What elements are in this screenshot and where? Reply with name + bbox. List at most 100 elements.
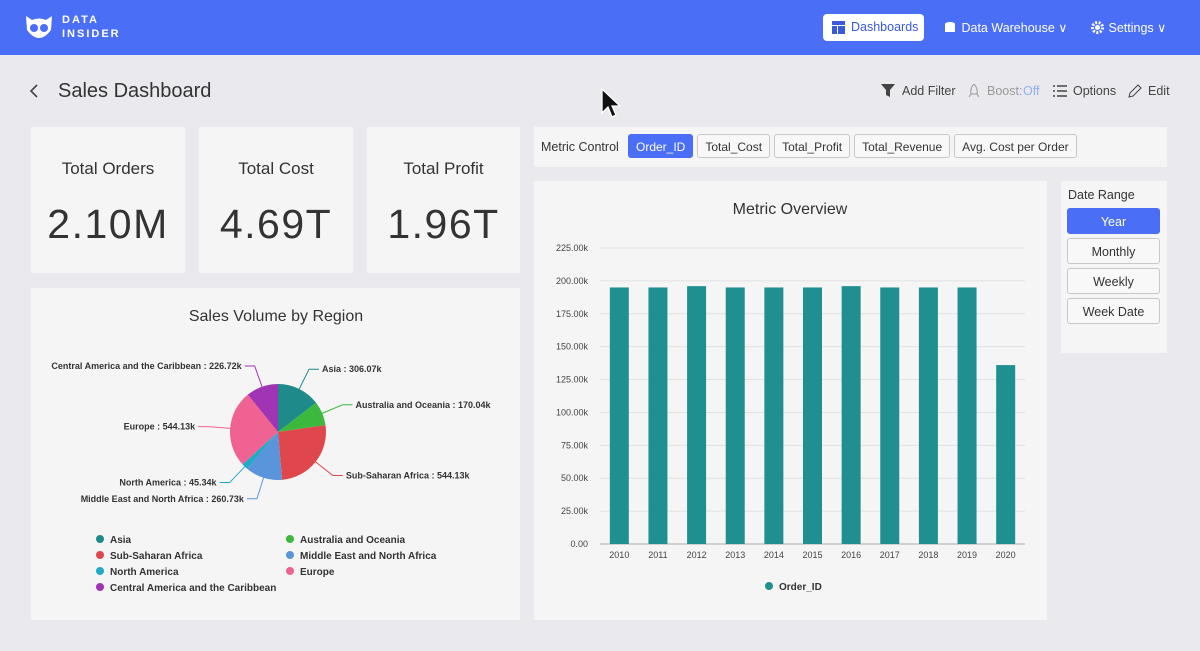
top-bar: DATA INSIDER Dashboards Data Warehouse ∨… (0, 0, 1200, 55)
x-tick-label: 2018 (918, 550, 938, 560)
y-tick-label: 175.00k (556, 309, 589, 319)
leader-line (297, 368, 319, 391)
kpi-value: 1.96T (387, 201, 500, 247)
bar (996, 365, 1016, 544)
legend-marker (96, 551, 104, 559)
add-filter[interactable]: Add Filter (902, 84, 956, 98)
y-tick-label: 125.00k (556, 375, 589, 385)
x-tick-label: 2016 (841, 550, 861, 560)
kpi-label: Total Profit (403, 159, 484, 178)
leader-line (219, 464, 247, 484)
bar (609, 287, 629, 544)
pie-label: Middle East and North Africa : 260.73k (81, 494, 245, 504)
metric-control-label: Metric Control (541, 140, 619, 154)
nav-data-warehouse[interactable]: Data Warehouse ∨ (944, 20, 1067, 35)
legend-label[interactable]: Europe (300, 567, 335, 578)
pie-slice (230, 394, 278, 465)
date-option[interactable]: Year (1067, 208, 1160, 234)
x-tick-label: 2015 (802, 550, 822, 560)
filter-icon (881, 84, 895, 97)
metric-option[interactable]: Order_ID (628, 134, 694, 158)
label-category: Sub-Saharan Africa (346, 471, 430, 481)
label-value: 226.72k (209, 361, 243, 371)
kpi-value: 4.69T (219, 201, 333, 247)
chart-title: Metric Overview (733, 201, 848, 218)
bar (687, 286, 707, 544)
edit[interactable]: Edit (1148, 84, 1170, 98)
x-tick-label: 2019 (957, 550, 977, 560)
label-separator: : (341, 364, 349, 374)
legend-label[interactable]: Order_ID (779, 582, 822, 593)
leader-line (320, 404, 353, 415)
metric-options: Order_ID Total_Cost Total_Profit Total_Reve… (628, 134, 1081, 158)
label-category: North America (119, 478, 182, 488)
metric-option[interactable]: Avg. Cost per Order (954, 134, 1077, 158)
pie-label: Europe : 544.13k (124, 422, 197, 432)
nav-label: Dashboards (851, 20, 919, 34)
boost-state[interactable]: Off (1023, 84, 1040, 98)
mouse-cursor (601, 88, 622, 118)
kpi-card: Total Profit 1.96T (367, 127, 520, 273)
date-option[interactable]: Weekly (1067, 268, 1160, 294)
bar (918, 287, 938, 544)
label-category: Asia (322, 364, 342, 374)
leader-line (244, 365, 264, 389)
chart-title: Sales Volume by Region (189, 308, 363, 325)
pie-slice (247, 384, 278, 432)
y-tick-label: 150.00k (556, 342, 589, 352)
label-value: 170.04k (458, 400, 492, 410)
pie-label: Australia and Oceania : 170.04k (355, 400, 491, 410)
y-tick-label: 200.00k (556, 276, 589, 286)
legend-label[interactable]: Sub-Saharan Africa (110, 551, 203, 562)
label-category: Middle East and North Africa (81, 494, 205, 504)
label-value: 544.13k (163, 422, 197, 432)
metric-option[interactable]: Total_Profit (774, 134, 851, 158)
x-tick-label: 2010 (609, 550, 629, 560)
edit-icon (1128, 84, 1142, 98)
legend-label[interactable]: Asia (110, 535, 132, 546)
metric-option[interactable]: Total_Cost (697, 134, 771, 158)
leader-line (246, 475, 265, 500)
y-tick-label: 0.00 (570, 539, 588, 549)
date-range-label: Date Range (1068, 188, 1135, 202)
pie-label: Sub-Saharan Africa : 544.13k (346, 471, 471, 481)
metric-option[interactable]: Total_Revenue (854, 134, 951, 158)
brand-top: DATA (62, 14, 99, 26)
legend-label[interactable]: Australia and Oceania (300, 535, 405, 546)
y-tick-label: 50.00k (561, 473, 589, 483)
boost-label: Boost: (987, 84, 1023, 98)
bar (803, 287, 822, 544)
x-tick-label: 2014 (764, 550, 784, 560)
legend-label[interactable]: North America (110, 567, 179, 578)
brand-bottom: INSIDER (62, 28, 121, 40)
y-tick-label: 100.00k (556, 407, 589, 417)
legend-marker (286, 567, 294, 575)
label-separator: : (201, 361, 209, 371)
date-option[interactable]: Monthly (1067, 238, 1160, 264)
label-value: 45.34k (189, 478, 218, 488)
options[interactable]: Options (1073, 84, 1117, 98)
options-icon (1053, 85, 1067, 97)
date-options: Year Monthly Weekly Week Date (1067, 208, 1160, 328)
pie-label: North America : 45.34k (119, 478, 217, 488)
y-tick-label: 25.00k (561, 506, 589, 516)
bar (648, 287, 668, 544)
date-option[interactable]: Week Date (1067, 298, 1160, 324)
nav-dashboards-button[interactable]: Dashboards (823, 14, 924, 41)
x-tick-label: 2011 (648, 550, 667, 560)
kpi-label: Total Orders (61, 159, 155, 178)
nav-settings[interactable]: Settings ∨ (1091, 20, 1166, 35)
bar-chart: Metric Overview 0.00 25.00k 50.00k 75.00k 100… (556, 201, 1025, 593)
label-separator: : (429, 471, 437, 481)
pie-slice (247, 432, 283, 480)
back-button[interactable] (28, 83, 40, 99)
legend-label[interactable]: Middle East and North Africa (300, 551, 437, 562)
bar-card: Metric Overview 0.00 25.00k 50.00k 75.00k 100… (534, 181, 1047, 620)
legend-marker (765, 582, 773, 590)
legend-marker (286, 551, 294, 559)
legend-label[interactable]: Central America and the Caribbean (110, 583, 276, 594)
bar (957, 287, 977, 544)
bar (841, 286, 861, 544)
